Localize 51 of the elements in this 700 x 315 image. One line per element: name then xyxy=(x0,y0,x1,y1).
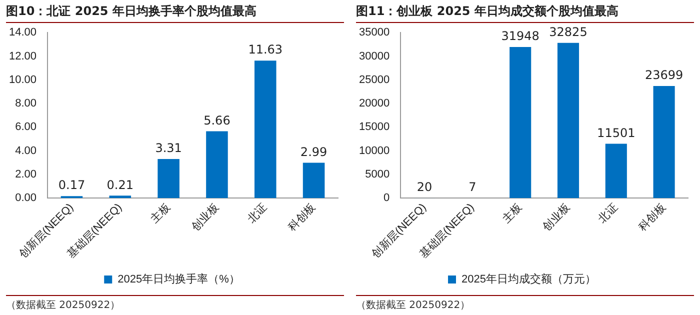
text: （数据截至 20250922） xyxy=(6,295,344,315)
legend-label: 2025年日均成交额（万元） xyxy=(462,272,596,286)
data-label: 20 xyxy=(416,180,432,194)
data-label: 0.21 xyxy=(106,178,134,192)
y-tick-label: 35000 xyxy=(358,26,390,39)
bar xyxy=(510,47,532,198)
y-tick-label: 15000 xyxy=(358,121,390,134)
data-label: 11.63 xyxy=(248,42,283,57)
x-tick-label: 主板 xyxy=(500,200,525,226)
y-tick-label: 10000 xyxy=(358,144,390,157)
y-tick-label: 4.00 xyxy=(15,144,37,157)
y-tick-label: 0 xyxy=(383,192,390,204)
bar xyxy=(109,196,132,198)
y-tick-label: 25000 xyxy=(358,74,390,86)
bar xyxy=(206,131,228,198)
x-tick-label: 创业板 xyxy=(540,200,573,234)
x-tick-label: 科创板 xyxy=(636,202,668,234)
bar xyxy=(557,42,580,198)
data-label: 2.99 xyxy=(300,144,328,159)
chart-title: 图11：创业板 2025 年日均成交额个股均值最高 xyxy=(356,0,694,23)
y-tick-label: 6.00 xyxy=(15,121,37,134)
text: （数据截至 20250922） xyxy=(356,295,694,315)
data-label: 5.66 xyxy=(204,113,230,128)
bar xyxy=(605,144,627,198)
x-tick-label: 主板 xyxy=(148,200,173,226)
data-label: 11501 xyxy=(597,126,636,140)
y-tick-label: 30000 xyxy=(358,50,390,62)
bar xyxy=(302,162,325,198)
x-tick-label: 科创板 xyxy=(286,202,318,234)
x-tick-label: 创业板 xyxy=(188,200,222,234)
y-tick-label: 2.00 xyxy=(15,168,37,180)
x-tick-label: 北证 xyxy=(596,200,620,226)
data-label: 31948 xyxy=(501,29,540,44)
bar xyxy=(653,86,675,198)
y-tick-label: 10.00 xyxy=(8,74,37,86)
y-tick-label: 0.00 xyxy=(15,192,37,204)
chart-title: 图10：北证 2025 年日均换手率个股均值最高 xyxy=(6,0,344,23)
data-label: 0.17 xyxy=(58,178,86,192)
y-tick-label: 12.00 xyxy=(8,50,37,62)
y-tick-label: 5000 xyxy=(365,168,390,180)
y-tick-label: 8.00 xyxy=(15,98,37,110)
x-tick-label: 北证 xyxy=(244,200,270,226)
data-label: 7 xyxy=(468,180,476,194)
data-label: 32825 xyxy=(549,25,588,40)
bar xyxy=(254,60,276,198)
data-label: 23699 xyxy=(644,68,684,82)
y-tick-label: 14.00 xyxy=(8,26,37,39)
legend-label: 2025年日均换手率（%） xyxy=(118,272,240,286)
data-label: 3.31 xyxy=(155,141,182,156)
bar xyxy=(158,158,180,198)
y-tick-label: 20000 xyxy=(358,98,390,110)
